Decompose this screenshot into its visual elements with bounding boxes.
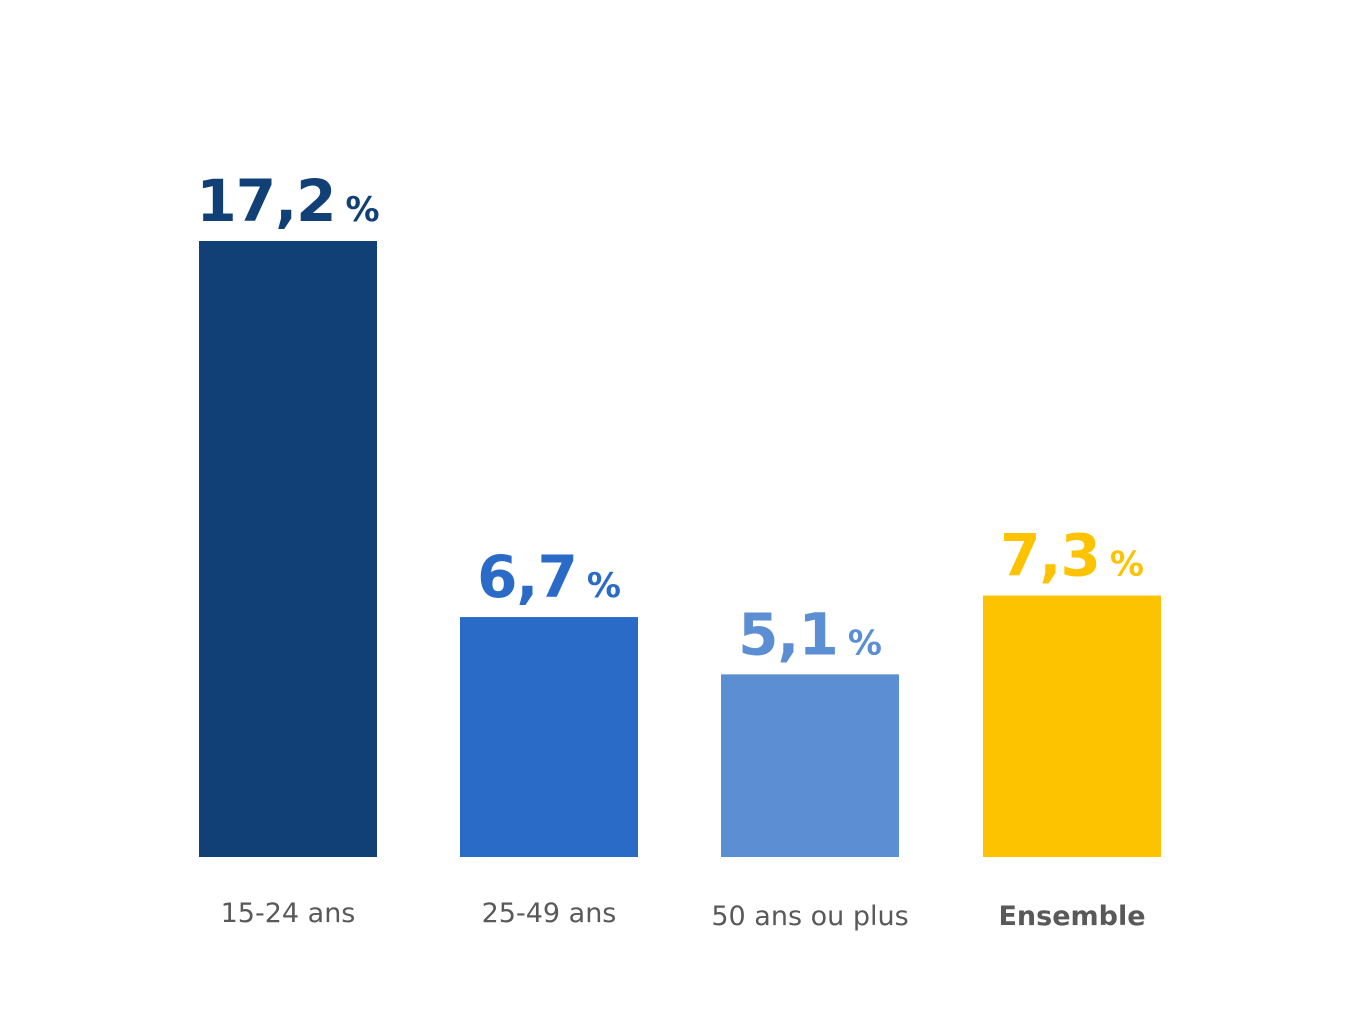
value-label-50-ans-ou-plus: 5,1% (738, 600, 882, 668)
value-number: 5,1 (738, 600, 838, 668)
value-number: 7,3 (1000, 522, 1100, 590)
value-label-15-24-ans: 17,2% (196, 167, 379, 235)
value-label-25-49-ans: 6,7% (477, 543, 621, 611)
category-label-ensemble: Ensemble (998, 901, 1145, 932)
value-unit: % (1110, 545, 1144, 585)
category-label-50-ans-ou-plus: 50 ans ou plus (711, 901, 908, 932)
value-label-ensemble: 7,3% (1000, 522, 1144, 590)
value-unit: % (346, 190, 380, 230)
category-label-15-24-ans: 15-24 ans (221, 898, 356, 929)
value-number: 6,7 (477, 543, 577, 611)
bar-50-ans-ou-plus (721, 674, 899, 857)
category-label-25-49-ans: 25-49 ans (482, 898, 617, 929)
bar-ensemble (983, 595, 1161, 857)
value-unit: % (848, 623, 882, 663)
value-number: 17,2 (196, 167, 335, 235)
value-unit: % (587, 566, 621, 606)
bar-25-49-ans (460, 617, 638, 857)
bar-15-24-ans (199, 241, 377, 857)
